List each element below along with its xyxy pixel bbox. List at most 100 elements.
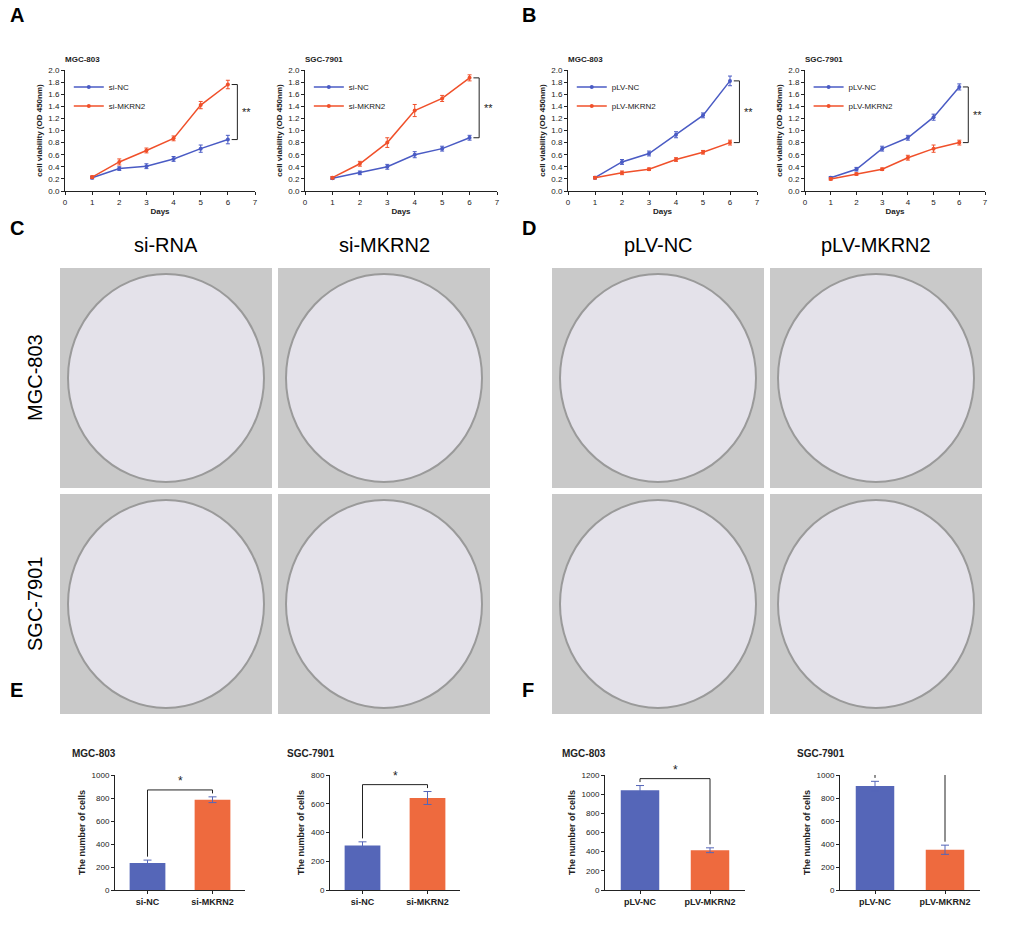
svg-text:Days: Days	[150, 207, 170, 216]
svg-text:si-NC: si-NC	[351, 897, 375, 907]
svg-text:5: 5	[198, 198, 203, 207]
svg-text:1.2: 1.2	[551, 114, 563, 123]
svg-text:800: 800	[96, 794, 110, 803]
svg-text:3: 3	[385, 198, 390, 207]
svg-text:si-NC: si-NC	[349, 83, 369, 92]
svg-text:Days: Days	[885, 207, 905, 216]
svg-text:1.6: 1.6	[551, 90, 563, 99]
svg-text:pLV-NC: pLV-NC	[624, 234, 693, 256]
svg-text:7: 7	[755, 198, 760, 207]
svg-text:0.0: 0.0	[288, 187, 300, 196]
svg-text:3: 3	[144, 198, 149, 207]
svg-text:400: 400	[586, 847, 600, 856]
svg-text:200: 200	[586, 867, 600, 876]
svg-text:1.4: 1.4	[48, 102, 60, 111]
svg-text:4: 4	[412, 198, 417, 207]
svg-text:0.4: 0.4	[48, 163, 60, 172]
svg-text:1.8: 1.8	[551, 78, 563, 87]
svg-text:1.0: 1.0	[48, 126, 60, 135]
svg-text:0.8: 0.8	[551, 138, 563, 147]
svg-text:1: 1	[828, 198, 833, 207]
svg-text:*: *	[393, 769, 398, 783]
svg-text:**: **	[744, 106, 753, 118]
svg-text:si-NC: si-NC	[109, 83, 129, 92]
svg-text:400: 400	[96, 840, 110, 849]
svg-text:600: 600	[821, 817, 835, 826]
svg-text:0.0: 0.0	[788, 187, 800, 196]
svg-text:2.0: 2.0	[788, 66, 800, 75]
svg-text:1000: 1000	[582, 790, 600, 799]
svg-text:6: 6	[226, 198, 231, 207]
svg-text:The number of cells: The number of cells	[296, 790, 306, 875]
svg-text:cell viability (OD 450nm): cell viability (OD 450nm)	[538, 84, 547, 177]
svg-text:200: 200	[96, 863, 110, 872]
svg-text:400: 400	[311, 828, 325, 837]
svg-text:MGC-803: MGC-803	[568, 55, 603, 64]
svg-text:**: **	[484, 102, 493, 114]
svg-text:0.2: 0.2	[48, 175, 60, 184]
svg-text:MGC-803: MGC-803	[24, 334, 46, 421]
svg-text:E: E	[10, 679, 23, 701]
svg-text:7: 7	[495, 198, 500, 207]
svg-text:6: 6	[728, 198, 733, 207]
svg-text:The number of cells: The number of cells	[567, 790, 577, 875]
svg-text:SGC-7901: SGC-7901	[24, 557, 46, 652]
svg-text:SGC-7901: SGC-7901	[305, 55, 343, 64]
svg-text:0: 0	[303, 198, 308, 207]
svg-text:0.8: 0.8	[48, 138, 60, 147]
svg-text:5: 5	[931, 198, 936, 207]
svg-text:0: 0	[566, 198, 571, 207]
svg-text:0: 0	[105, 886, 110, 895]
svg-text:1.2: 1.2	[288, 114, 300, 123]
svg-text:F: F	[522, 679, 534, 701]
svg-text:pLV-NC: pLV-NC	[612, 83, 640, 92]
svg-text:1.0: 1.0	[288, 126, 300, 135]
svg-text:1.2: 1.2	[788, 114, 800, 123]
svg-text:1.2: 1.2	[48, 114, 60, 123]
svg-text:1000: 1000	[92, 771, 110, 780]
svg-text:cell viability (OD 450nm): cell viability (OD 450nm)	[275, 84, 284, 177]
svg-text:The number of cells: The number of cells	[77, 790, 87, 875]
svg-text:0.8: 0.8	[788, 138, 800, 147]
svg-text:0.6: 0.6	[48, 151, 60, 160]
svg-text:B: B	[522, 4, 536, 26]
svg-text:1.4: 1.4	[288, 102, 300, 111]
svg-text:**: **	[973, 109, 982, 121]
svg-text:MGC-803: MGC-803	[65, 55, 100, 64]
svg-text:0.2: 0.2	[788, 175, 800, 184]
svg-text:si-MKRN2: si-MKRN2	[349, 102, 386, 111]
svg-text:1: 1	[90, 198, 95, 207]
svg-text:2.0: 2.0	[288, 66, 300, 75]
svg-text:SGC-7901: SGC-7901	[287, 748, 335, 759]
svg-text:1200: 1200	[582, 771, 600, 780]
svg-text:pLV-MKRN2: pLV-MKRN2	[612, 102, 656, 111]
svg-text:cell viability (OD 450nm): cell viability (OD 450nm)	[775, 84, 784, 177]
svg-text:0.6: 0.6	[551, 151, 563, 160]
svg-text:400: 400	[821, 840, 835, 849]
svg-text:800: 800	[821, 794, 835, 803]
svg-text:*: *	[178, 774, 183, 788]
svg-text:0.0: 0.0	[551, 187, 563, 196]
svg-text:3: 3	[647, 198, 652, 207]
svg-text:1.6: 1.6	[288, 90, 300, 99]
svg-text:pLV-NC: pLV-NC	[859, 897, 891, 907]
svg-text:6: 6	[467, 198, 472, 207]
svg-text:pLV-MKRN2: pLV-MKRN2	[685, 897, 736, 907]
svg-text:A: A	[10, 4, 24, 26]
svg-text:2: 2	[620, 198, 625, 207]
svg-text:2: 2	[117, 198, 122, 207]
svg-text:1.8: 1.8	[788, 78, 800, 87]
svg-text:si-NC: si-NC	[136, 897, 160, 907]
svg-text:D: D	[522, 217, 536, 239]
svg-text:si-MKRN2: si-MKRN2	[109, 102, 146, 111]
svg-text:800: 800	[586, 809, 600, 818]
svg-text:0: 0	[63, 198, 68, 207]
svg-text:pLV-NC: pLV-NC	[849, 83, 877, 92]
svg-text:0.2: 0.2	[551, 175, 563, 184]
svg-text:si-RNA: si-RNA	[134, 234, 198, 256]
svg-text:5: 5	[440, 198, 445, 207]
svg-text:4: 4	[906, 198, 911, 207]
svg-text:600: 600	[96, 817, 110, 826]
svg-text:0: 0	[595, 886, 600, 895]
svg-text:4: 4	[674, 198, 679, 207]
